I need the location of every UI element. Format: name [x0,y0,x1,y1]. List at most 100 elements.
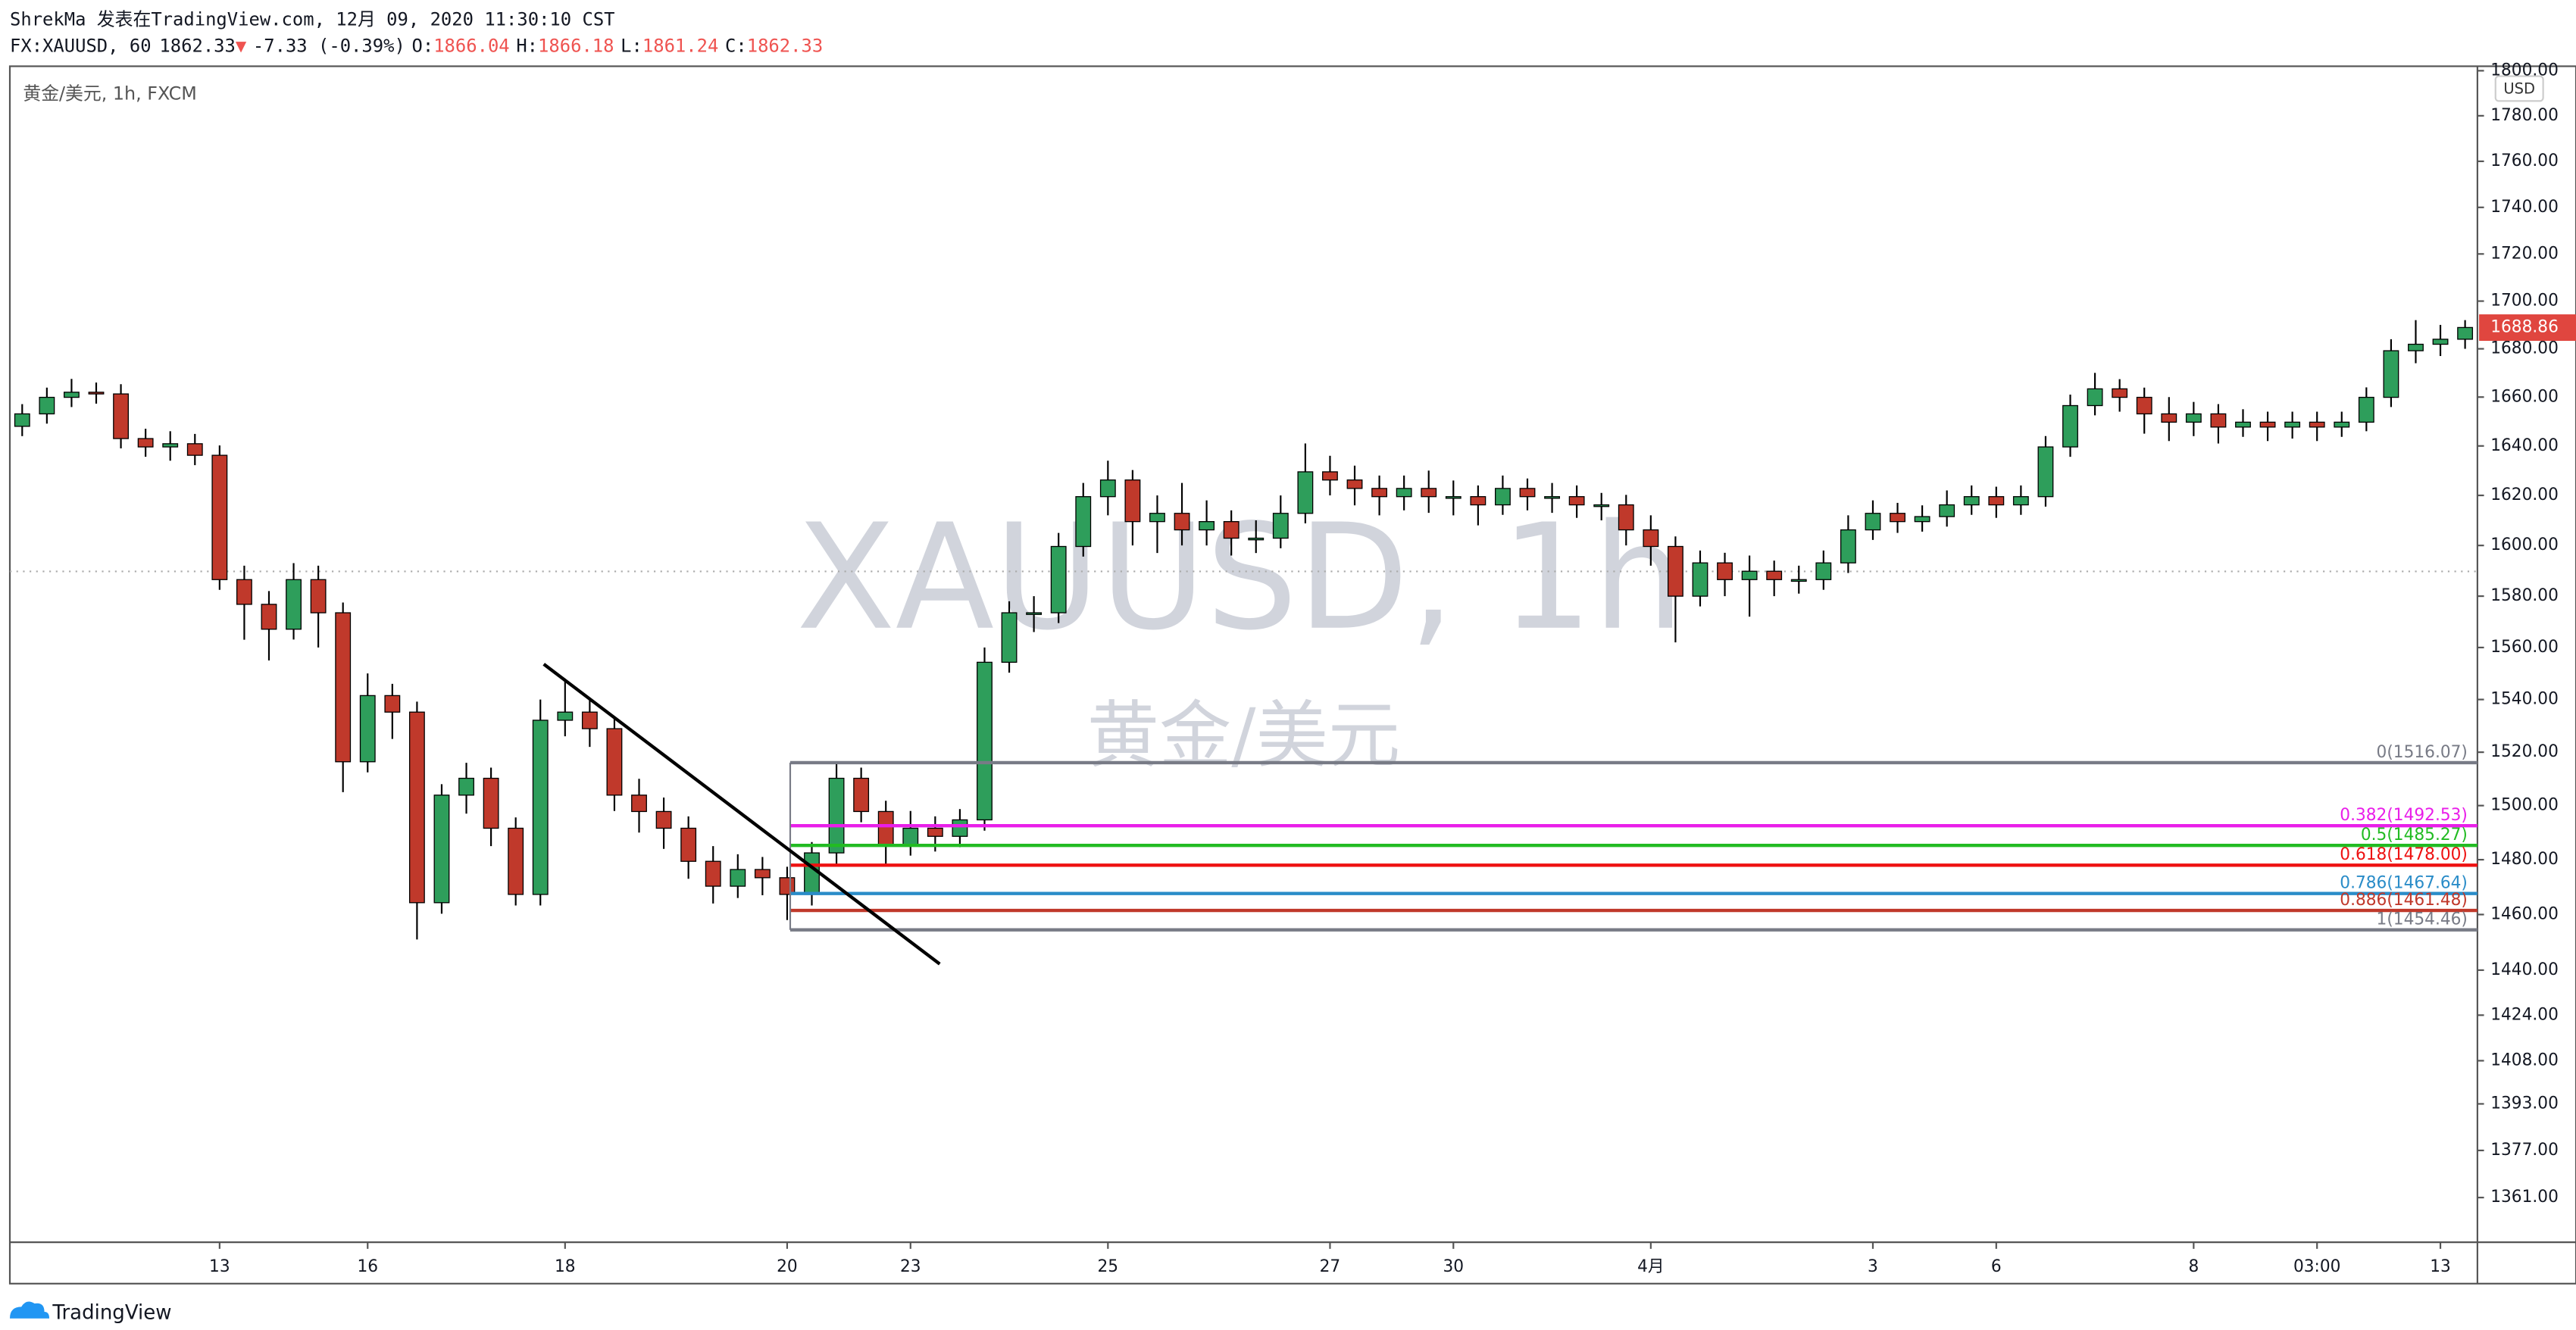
candle-body [1495,488,1511,506]
candle-body [2235,421,2251,428]
candle-body [186,443,203,456]
candle-body [433,795,450,904]
low-value: 1861.24 [642,35,718,56]
candle-body [2457,326,2474,340]
watermark-sub: 黄金/美元 [1087,693,1401,778]
y-tick-label: 1440.00 [2490,960,2559,979]
candle-body [1075,496,1092,548]
y-tick-label: 1560.00 [2490,638,2559,657]
candle-body [458,777,474,796]
y-tick-label: 1480.00 [2490,850,2559,869]
candle-body [1174,513,1190,531]
x-tick-label: 8 [2188,1257,2199,1276]
candle-body [1717,562,1733,580]
candle-body [1815,562,1832,580]
candle-body [1470,496,1487,506]
candle-body [1519,488,1536,498]
y-tick-label: 1393.00 [2490,1094,2559,1113]
candle-body [2383,350,2399,398]
x-tick-label: 30 [1443,1257,1464,1276]
header-line: ShrekMa 发表在TradingView.com, 12月 09, 2020… [10,8,615,30]
x-tick-label: 6 [1991,1257,2002,1276]
candle-body [977,661,993,821]
candle-body [483,777,499,829]
candle-body [1593,504,1610,507]
candle-body [754,869,771,879]
candle-body [1396,488,1412,498]
fib-label: 0.382(1492.53) [2340,806,2468,825]
candle-body [88,392,105,395]
fib-label: 1(1454.46) [2377,910,2468,929]
candle-body [1149,513,1165,523]
candle-body [2112,388,2128,398]
candle-body [384,695,401,713]
candle-body [2087,388,2103,407]
candle-body [2012,496,2029,506]
candle-body [39,396,55,415]
candle-body [581,711,598,729]
candle-body [1322,471,1338,481]
candle-body [2210,413,2227,428]
candle-body [162,443,179,448]
candle-body [2309,421,2325,428]
candle-body [211,454,228,580]
candle-body [1001,612,1018,663]
candle-body [1790,579,1807,582]
y-tick-label: 1800.00 [2490,61,2559,80]
candle-body [310,579,327,613]
y-tick-label: 1580.00 [2490,586,2559,605]
y-tick-label: 1408.00 [2490,1051,2559,1069]
candle-body [1445,496,1462,499]
candle-body [1124,479,1141,523]
fib-label: 0.5(1485.27) [2361,826,2468,845]
fib-label: 0.618(1478.00) [2340,845,2468,864]
candle-body [853,777,870,813]
candle-body [1914,516,1930,523]
price: 1862.33 [159,35,235,56]
open-value: 1866.04 [433,35,509,56]
y-tick-label: 1740.00 [2490,198,2559,217]
candle-body [1099,479,1116,498]
y-tick-label: 1760.00 [2490,151,2559,170]
candle-body [113,393,129,439]
fib-label: 0(1516.07) [2377,743,2468,762]
candle-body [655,810,672,829]
candle-body [1890,513,1905,523]
fib-label: 0.886(1461.48) [2340,891,2468,910]
candle-body [1643,529,1659,548]
currency-box [2494,75,2544,102]
candle-body [2358,396,2374,423]
candle-body [236,579,252,605]
brand-logo [10,1301,50,1319]
candle-body [1865,513,1881,531]
y-tick-label: 1700.00 [2490,292,2559,311]
fib-label: 0.786(1467.64) [2340,874,2468,893]
candle-body [1766,570,1783,580]
x-tick-label: 16 [357,1257,378,1276]
candle-body [64,392,80,398]
candle-body [952,819,968,837]
candle-body [1544,496,1560,499]
y-tick-label: 1600.00 [2490,535,2559,554]
high-label: H: [516,35,538,56]
candle-body [1272,513,1289,539]
candle-body [1199,521,1215,531]
candle-body [286,579,302,630]
watermark: XAUUSD, 1h [796,493,1684,663]
candle-body [137,438,154,448]
x-tick-label: 20 [777,1257,798,1276]
candle-body [631,795,647,813]
y-tick-label: 1680.00 [2490,339,2559,357]
candle-body [1421,488,1437,498]
candle-body [1618,504,1634,531]
candle-body [1988,496,2005,506]
candle-body [2408,343,2424,351]
low-label: L: [621,35,642,56]
y-tick-label: 1660.00 [2490,387,2559,406]
x-tick-label: 13 [2430,1257,2451,1276]
y-tick-label: 1361.00 [2490,1188,2559,1207]
candle-body [2334,421,2350,428]
y-tick-label: 1720.00 [2490,244,2559,263]
candle-body [828,777,845,854]
